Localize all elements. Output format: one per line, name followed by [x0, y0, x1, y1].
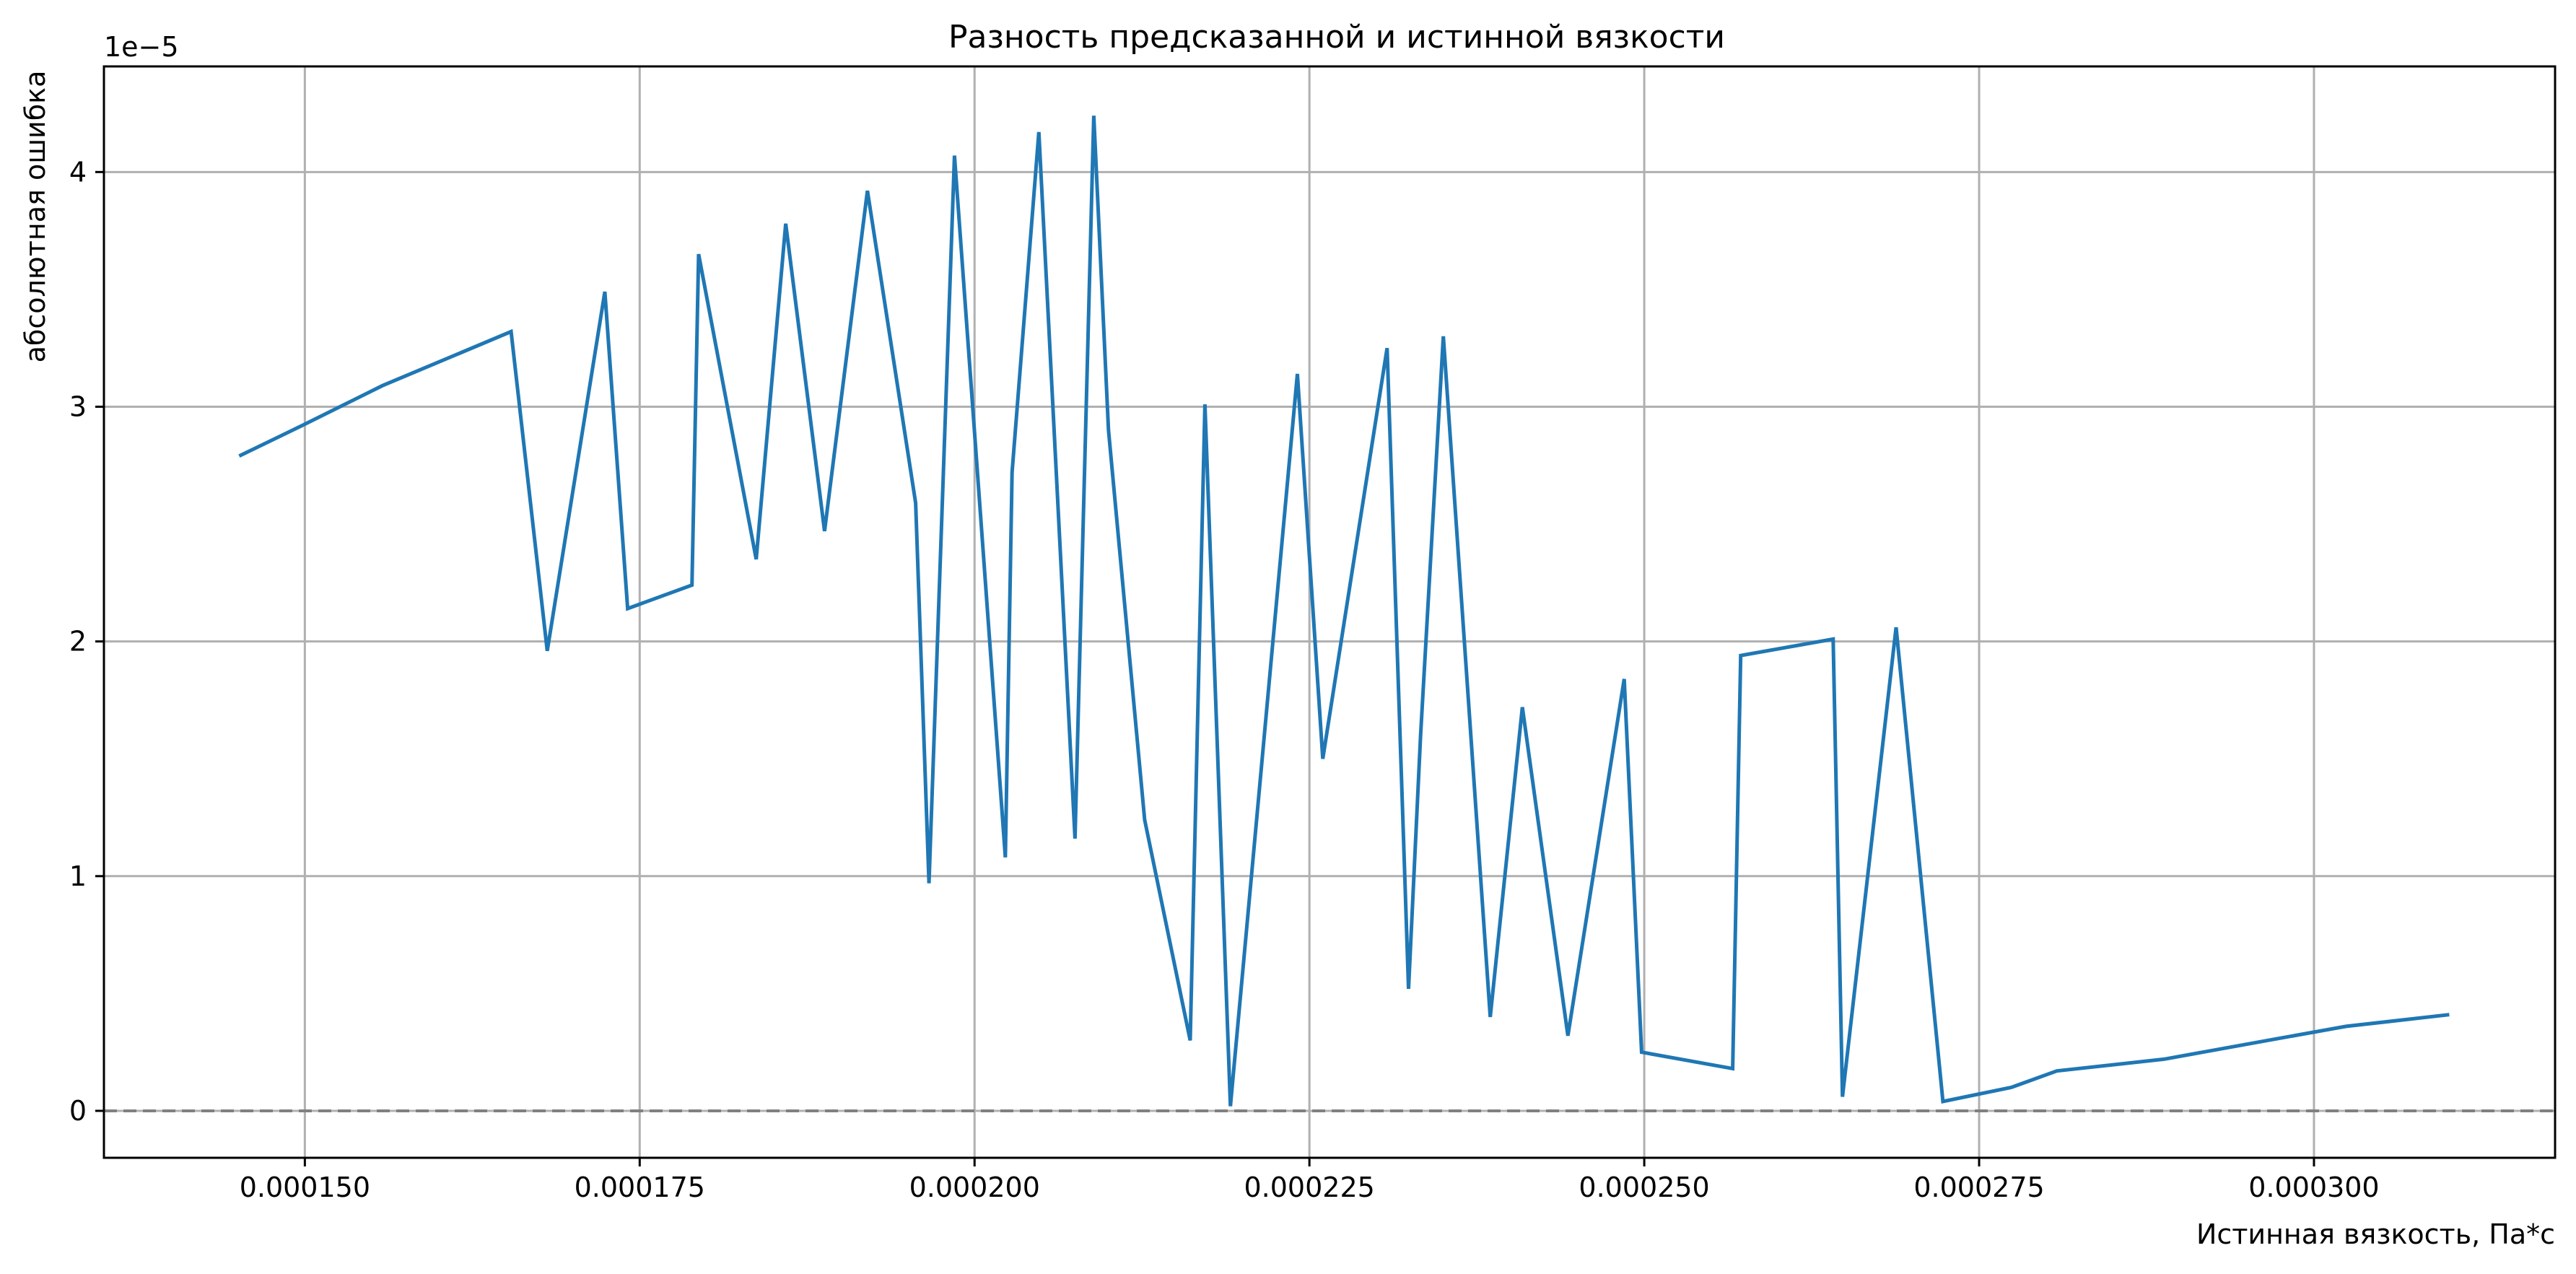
y-tick-label: 2 — [69, 626, 87, 658]
axis-ticks: 0.000150 0.000175 0.000200 0.000225 0.000250… — [69, 156, 2380, 1203]
x-axis-label: Истинная вязкость, Па*с — [2196, 1218, 2555, 1250]
x-tick-label: 0.000150 — [240, 1172, 370, 1203]
chart-title: Разность предсказанной и истинной вязкос… — [948, 19, 1725, 56]
x-tick-label: 0.000275 — [1913, 1172, 2044, 1203]
x-tick-label: 0.000175 — [575, 1172, 705, 1203]
y-tick-label: 0 — [69, 1095, 87, 1127]
y-tick-label: 1 — [69, 860, 87, 892]
x-tick-label: 0.000300 — [2248, 1172, 2379, 1203]
x-tick-label: 0.000200 — [909, 1172, 1040, 1203]
plot-frame — [102, 65, 2557, 1159]
grid — [104, 66, 2555, 1158]
x-tick-label: 0.000225 — [1244, 1172, 1374, 1203]
y-tick-label: 4 — [69, 156, 87, 188]
x-tick-label: 0.000250 — [1579, 1172, 1709, 1203]
series-line — [238, 115, 2450, 1107]
y-axis-label: абсолютная ошибка — [19, 71, 51, 363]
y-tick-label: 3 — [69, 391, 87, 422]
y-offset-label: 1e−5 — [104, 31, 179, 63]
